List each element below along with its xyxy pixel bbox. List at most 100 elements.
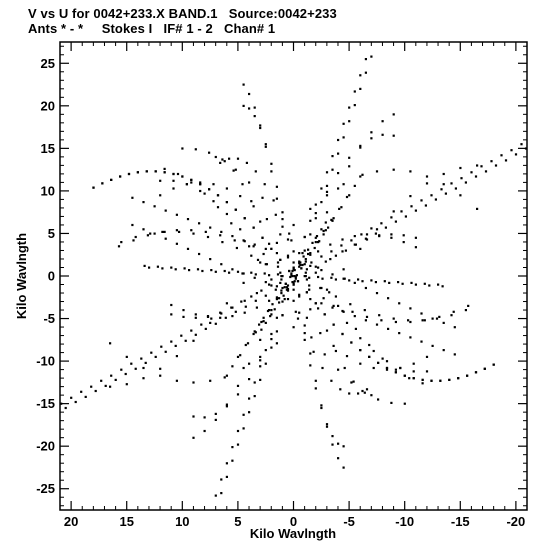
uv-point (474, 175, 478, 178)
uv-point (194, 148, 197, 151)
uv-point (424, 204, 427, 207)
uv-point (359, 87, 362, 90)
uv-point (292, 261, 295, 264)
uv-point (246, 342, 250, 345)
uv-point (278, 297, 281, 300)
uv-point (101, 182, 104, 185)
uv-point (286, 256, 290, 259)
uv-point (275, 285, 278, 288)
uv-point (320, 269, 323, 272)
uv-point (322, 229, 325, 233)
uv-point (281, 218, 284, 221)
uv-point (244, 305, 247, 308)
uv-point (224, 316, 227, 319)
uv-point (262, 252, 265, 256)
uv-point (314, 203, 317, 206)
uv-point (279, 258, 282, 261)
uv-point (289, 275, 292, 279)
uv-point (214, 155, 217, 159)
uv-point (219, 161, 222, 164)
uv-point (279, 233, 282, 236)
uv-point (314, 265, 317, 268)
uv-point (290, 239, 293, 242)
uv-point (409, 170, 412, 173)
uv-point (176, 172, 180, 176)
uv-point (303, 324, 306, 327)
uv-point (264, 362, 267, 365)
uv-point (408, 377, 411, 380)
uv-point (220, 492, 223, 495)
uv-point (441, 285, 444, 288)
uv-point (142, 228, 145, 231)
uv-point (270, 309, 273, 312)
uv-point (412, 362, 415, 365)
uv-point (192, 436, 195, 439)
uv-point (342, 268, 345, 271)
uv-point (192, 381, 195, 384)
uv-point (337, 138, 340, 142)
uv-point (274, 288, 277, 291)
uv-point (260, 320, 263, 324)
uv-point (269, 315, 272, 318)
uv-point (194, 333, 197, 336)
uv-point (280, 275, 283, 278)
uv-point (435, 317, 439, 320)
uv-point (381, 357, 384, 360)
uv-point (400, 210, 403, 213)
uv-point (314, 236, 317, 239)
uv-point (476, 164, 479, 167)
uv-point (248, 181, 251, 184)
uv-point (242, 272, 245, 275)
uv-point (175, 229, 178, 232)
uv-point (345, 321, 349, 324)
uv-point (392, 134, 395, 137)
uv-point (403, 374, 406, 377)
uv-point (200, 323, 203, 326)
uv-point (392, 168, 395, 171)
uv-point (104, 384, 107, 387)
uv-point (265, 218, 268, 221)
uv-point (317, 266, 320, 269)
uv-point (377, 398, 380, 401)
uv-point (332, 217, 335, 220)
uv-point (353, 315, 356, 318)
uv-point (331, 168, 334, 171)
uv-point (186, 247, 190, 250)
uv-point (250, 271, 253, 274)
uv-point (288, 269, 291, 273)
uv-point (430, 194, 433, 197)
uv-point (450, 182, 453, 185)
uv-point (220, 478, 223, 481)
uv-point (164, 237, 167, 240)
uv-point (230, 306, 233, 309)
uv-point (220, 263, 223, 266)
uv-point (348, 120, 351, 123)
uv-point (262, 320, 265, 323)
uv-point (280, 289, 283, 292)
uv-point (453, 353, 456, 356)
chart-subtitle: Ants * - * Stokes I IF# 1 - 2 Chan# 1 (28, 21, 276, 36)
uv-point (390, 233, 393, 236)
uv-point (388, 281, 391, 284)
uv-point (209, 321, 212, 324)
uv-point (425, 175, 429, 178)
uv-point (375, 170, 379, 173)
uv-point (244, 343, 247, 347)
uv-point (370, 137, 373, 140)
uv-point (504, 159, 508, 162)
uv-point (348, 279, 351, 282)
uv-point (286, 238, 290, 241)
uv-point (120, 368, 123, 371)
uv-point (350, 341, 353, 344)
uv-point (175, 242, 178, 245)
uv-point (252, 205, 255, 208)
uv-point (345, 355, 349, 358)
uv-point (331, 435, 334, 438)
uv-point (280, 292, 283, 295)
uv-point (308, 276, 311, 279)
uv-point (216, 206, 220, 209)
uv-point (414, 209, 417, 212)
uv-point (390, 216, 393, 219)
uv-point (203, 416, 206, 419)
uv-point (136, 171, 139, 174)
